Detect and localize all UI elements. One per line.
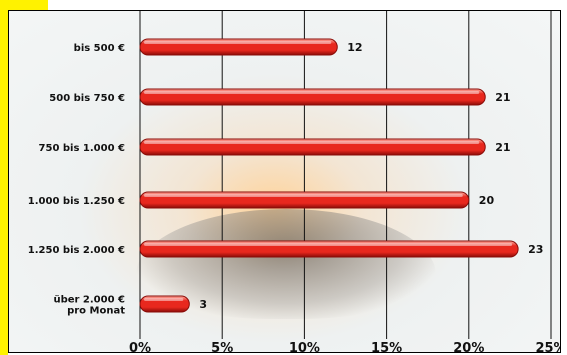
bar-value-label: 12 <box>347 41 362 54</box>
bar-highlight <box>144 243 513 246</box>
bar-highlight <box>144 41 332 44</box>
bar <box>139 240 519 258</box>
bar-value-label: 21 <box>495 91 510 104</box>
bar-value-label: 20 <box>479 194 495 207</box>
bar <box>139 38 338 56</box>
category-label: 500 bis 750 € <box>49 93 125 104</box>
category-label: pro Monat <box>67 306 125 317</box>
x-tick-label: 20% <box>453 341 484 353</box>
bar-highlight <box>144 91 480 94</box>
bar-highlight <box>144 194 463 197</box>
bar <box>139 138 486 156</box>
yellow-corner-tab <box>0 0 48 12</box>
bar <box>139 191 470 209</box>
bar-chart: 0% 5% 10% 15% 20% 25% 12 bis 500 € 21 500 bis 750… <box>28 11 561 353</box>
bar-value-label: 3 <box>199 298 207 311</box>
x-tick-label: 10% <box>289 341 320 353</box>
bar-highlight <box>144 298 184 301</box>
category-label: 1.250 bis 2.000 € <box>28 245 125 256</box>
category-label: bis 500 € <box>74 43 125 54</box>
bar-value-label: 23 <box>528 243 543 256</box>
x-tick-label: 0% <box>129 341 151 353</box>
yellow-side-strip <box>0 0 8 355</box>
category-label: 750 bis 1.000 € <box>39 143 125 154</box>
x-tick-label: 5% <box>211 341 233 353</box>
bar-value-label: 21 <box>495 141 510 154</box>
bar-highlight <box>144 141 480 144</box>
bar <box>139 295 190 313</box>
category-label: 1.000 bis 1.250 € <box>28 196 125 207</box>
x-tick-label: 15% <box>371 341 402 353</box>
chart-panel: 0% 5% 10% 15% 20% 25% 12 bis 500 € 21 500 bis 750… <box>8 10 561 353</box>
category-label: über 2.000 € <box>53 295 125 306</box>
x-tick-label: 25% <box>535 341 561 353</box>
bar <box>139 88 486 106</box>
